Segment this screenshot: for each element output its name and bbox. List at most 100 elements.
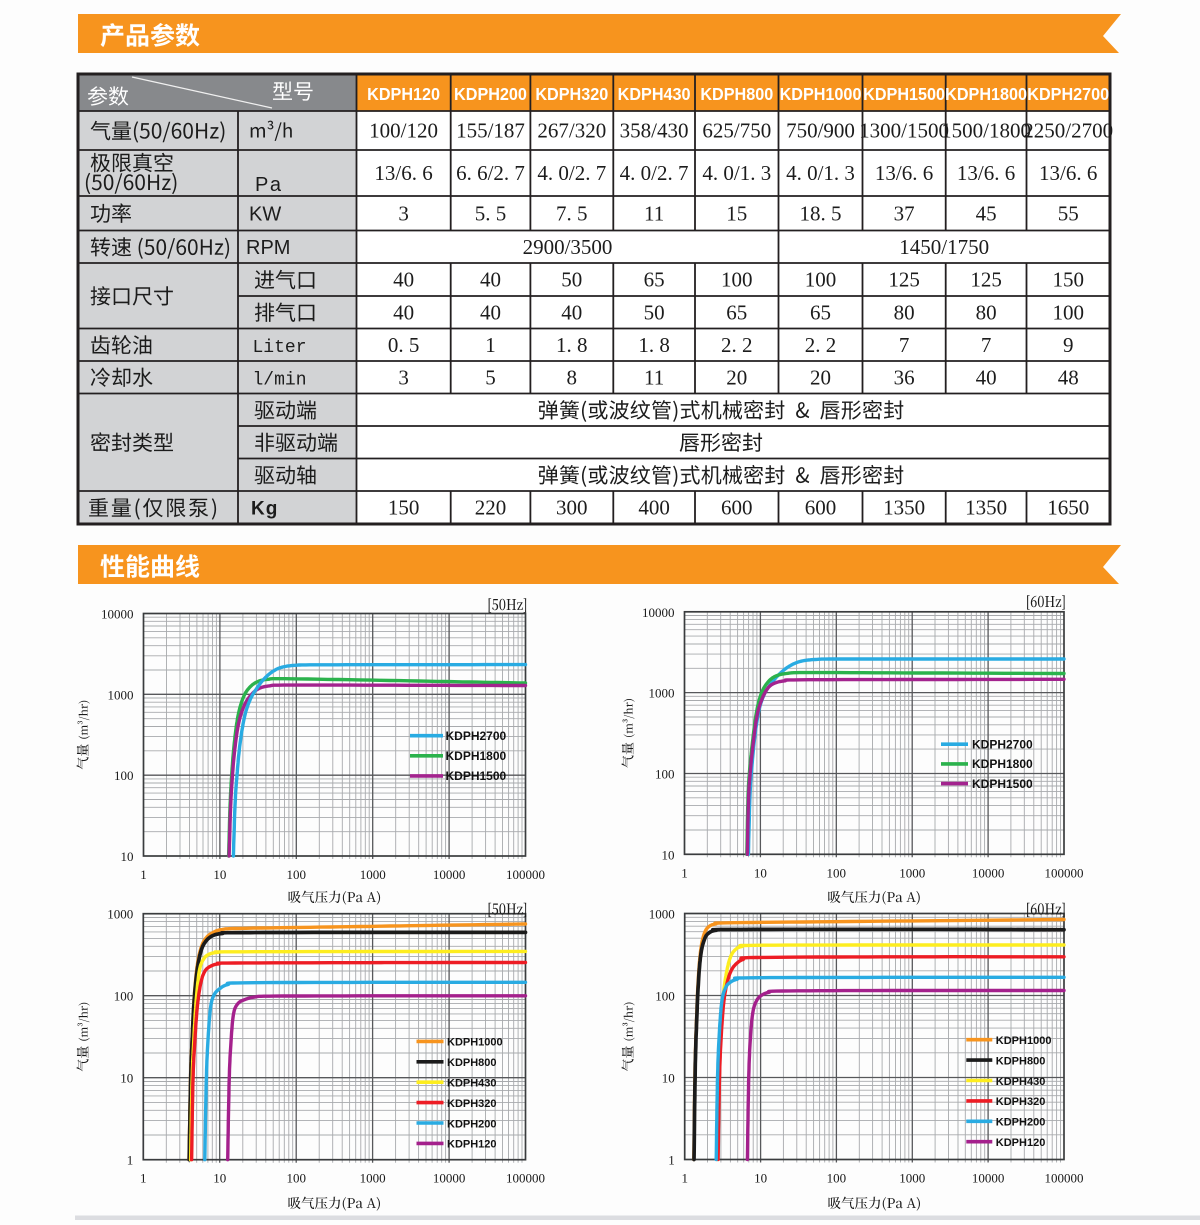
svg-text:KDPH1500: KDPH1500 bbox=[446, 769, 507, 783]
svg-text:KDPH320: KDPH320 bbox=[535, 84, 608, 104]
svg-text:100: 100 bbox=[827, 865, 847, 880]
svg-text:40: 40 bbox=[976, 365, 997, 389]
svg-text:Kg: Kg bbox=[251, 499, 278, 520]
svg-text:1: 1 bbox=[127, 1153, 134, 1168]
svg-text:267/320: 267/320 bbox=[537, 119, 606, 143]
svg-text:10: 10 bbox=[120, 1071, 133, 1086]
svg-text:10: 10 bbox=[662, 1071, 675, 1086]
svg-text:KW: KW bbox=[249, 203, 281, 225]
svg-text:37: 37 bbox=[894, 201, 915, 225]
svg-text:4. 0/1. 3: 4. 0/1. 3 bbox=[786, 161, 855, 185]
svg-text:10: 10 bbox=[662, 847, 675, 862]
svg-text:100000: 100000 bbox=[506, 867, 545, 882]
svg-text:KDPH430: KDPH430 bbox=[996, 1076, 1046, 1088]
svg-text:7. 5: 7. 5 bbox=[556, 201, 588, 225]
svg-text:13/6. 6: 13/6. 6 bbox=[875, 161, 933, 185]
svg-text:Pa: Pa bbox=[255, 174, 282, 196]
svg-text:300: 300 bbox=[556, 496, 588, 520]
svg-text:15: 15 bbox=[726, 201, 747, 225]
svg-text:10: 10 bbox=[121, 849, 134, 864]
svg-text:125: 125 bbox=[970, 268, 1002, 292]
svg-text:KDPH120: KDPH120 bbox=[367, 84, 440, 104]
svg-text:1350: 1350 bbox=[883, 496, 925, 520]
svg-text:KDPH200: KDPH200 bbox=[996, 1117, 1046, 1129]
svg-text:KDPH120: KDPH120 bbox=[996, 1137, 1046, 1149]
svg-text:40: 40 bbox=[393, 268, 414, 292]
svg-text:10000: 10000 bbox=[433, 867, 466, 882]
svg-text:1000: 1000 bbox=[360, 867, 386, 882]
svg-text:100/120: 100/120 bbox=[369, 119, 438, 143]
svg-text:KDPH320: KDPH320 bbox=[447, 1098, 497, 1110]
svg-text:KDPH1000: KDPH1000 bbox=[780, 84, 862, 104]
svg-text:36: 36 bbox=[894, 365, 915, 389]
svg-text:3: 3 bbox=[398, 201, 409, 225]
svg-text:1000: 1000 bbox=[108, 687, 134, 702]
svg-text:100: 100 bbox=[114, 768, 134, 783]
svg-text:13/6. 6: 13/6. 6 bbox=[374, 161, 432, 185]
svg-text:1: 1 bbox=[140, 1171, 147, 1186]
svg-text:KDPH1000: KDPH1000 bbox=[447, 1037, 503, 1049]
svg-text:100: 100 bbox=[655, 989, 675, 1004]
svg-text:100: 100 bbox=[114, 989, 134, 1004]
svg-text:KDPH120: KDPH120 bbox=[447, 1139, 497, 1151]
svg-text:11: 11 bbox=[644, 201, 664, 225]
svg-text:80: 80 bbox=[976, 300, 997, 324]
svg-text:KDPH1500: KDPH1500 bbox=[972, 777, 1033, 791]
svg-text:10: 10 bbox=[754, 1171, 767, 1186]
svg-text:5. 5: 5. 5 bbox=[475, 201, 507, 225]
svg-text:1000: 1000 bbox=[649, 686, 675, 701]
svg-text:KDPH430: KDPH430 bbox=[447, 1078, 497, 1090]
svg-text:KDPH2700: KDPH2700 bbox=[446, 729, 507, 743]
svg-text:10000: 10000 bbox=[101, 607, 134, 622]
svg-text:100: 100 bbox=[721, 268, 753, 292]
svg-text:55: 55 bbox=[1058, 201, 1079, 225]
svg-text:7: 7 bbox=[981, 333, 992, 357]
svg-text:KDPH800: KDPH800 bbox=[700, 84, 773, 104]
svg-text:2. 2: 2. 2 bbox=[721, 333, 753, 357]
svg-text:1: 1 bbox=[668, 1153, 675, 1168]
svg-text:11: 11 bbox=[644, 365, 664, 389]
svg-text:9: 9 bbox=[1063, 333, 1074, 357]
svg-text:1500/1800: 1500/1800 bbox=[941, 119, 1031, 143]
svg-text:625/750: 625/750 bbox=[702, 119, 771, 143]
svg-text:10000: 10000 bbox=[433, 1171, 466, 1186]
svg-text:10: 10 bbox=[213, 1171, 226, 1186]
svg-text:KDPH320: KDPH320 bbox=[996, 1096, 1046, 1108]
svg-text:18. 5: 18. 5 bbox=[800, 201, 842, 225]
svg-text:100: 100 bbox=[827, 1171, 847, 1186]
svg-text:0. 5: 0. 5 bbox=[388, 333, 420, 357]
svg-text:10: 10 bbox=[754, 865, 767, 880]
svg-text:1450/1750: 1450/1750 bbox=[899, 235, 989, 259]
svg-text:KDPH2700: KDPH2700 bbox=[972, 738, 1033, 752]
svg-text:40: 40 bbox=[480, 300, 501, 324]
svg-text:1000: 1000 bbox=[899, 1171, 925, 1186]
svg-text:400: 400 bbox=[638, 496, 670, 520]
svg-text:20: 20 bbox=[810, 365, 831, 389]
svg-text:65: 65 bbox=[810, 300, 831, 324]
svg-text:l/min: l/min bbox=[253, 370, 307, 390]
svg-text:10000: 10000 bbox=[642, 605, 675, 620]
svg-text:1000: 1000 bbox=[360, 1171, 386, 1186]
svg-text:750/900: 750/900 bbox=[786, 119, 855, 143]
svg-text:Liter: Liter bbox=[253, 338, 307, 358]
svg-text:5: 5 bbox=[485, 365, 496, 389]
svg-text:10000: 10000 bbox=[972, 865, 1005, 880]
svg-text:358/430: 358/430 bbox=[620, 119, 689, 143]
svg-text:6. 6/2. 7: 6. 6/2. 7 bbox=[456, 161, 525, 185]
svg-text:KDPH2700: KDPH2700 bbox=[1027, 84, 1109, 104]
svg-text:1. 8: 1. 8 bbox=[638, 333, 670, 357]
svg-text:KDPH1800: KDPH1800 bbox=[972, 757, 1033, 771]
svg-text:600: 600 bbox=[805, 496, 837, 520]
svg-text:100: 100 bbox=[805, 268, 837, 292]
svg-text:2900/3500: 2900/3500 bbox=[523, 235, 613, 259]
svg-text:40: 40 bbox=[561, 300, 582, 324]
svg-text:8: 8 bbox=[567, 365, 578, 389]
svg-text:10: 10 bbox=[213, 867, 226, 882]
svg-text:2250/2700: 2250/2700 bbox=[1023, 119, 1113, 143]
svg-text:KDPH800: KDPH800 bbox=[996, 1055, 1046, 1067]
svg-text:KDPH1000: KDPH1000 bbox=[996, 1035, 1052, 1047]
svg-text:KDPH800: KDPH800 bbox=[447, 1057, 497, 1069]
svg-text:1350: 1350 bbox=[965, 496, 1007, 520]
svg-text:50: 50 bbox=[644, 300, 665, 324]
svg-text:4. 0/2. 7: 4. 0/2. 7 bbox=[620, 161, 689, 185]
